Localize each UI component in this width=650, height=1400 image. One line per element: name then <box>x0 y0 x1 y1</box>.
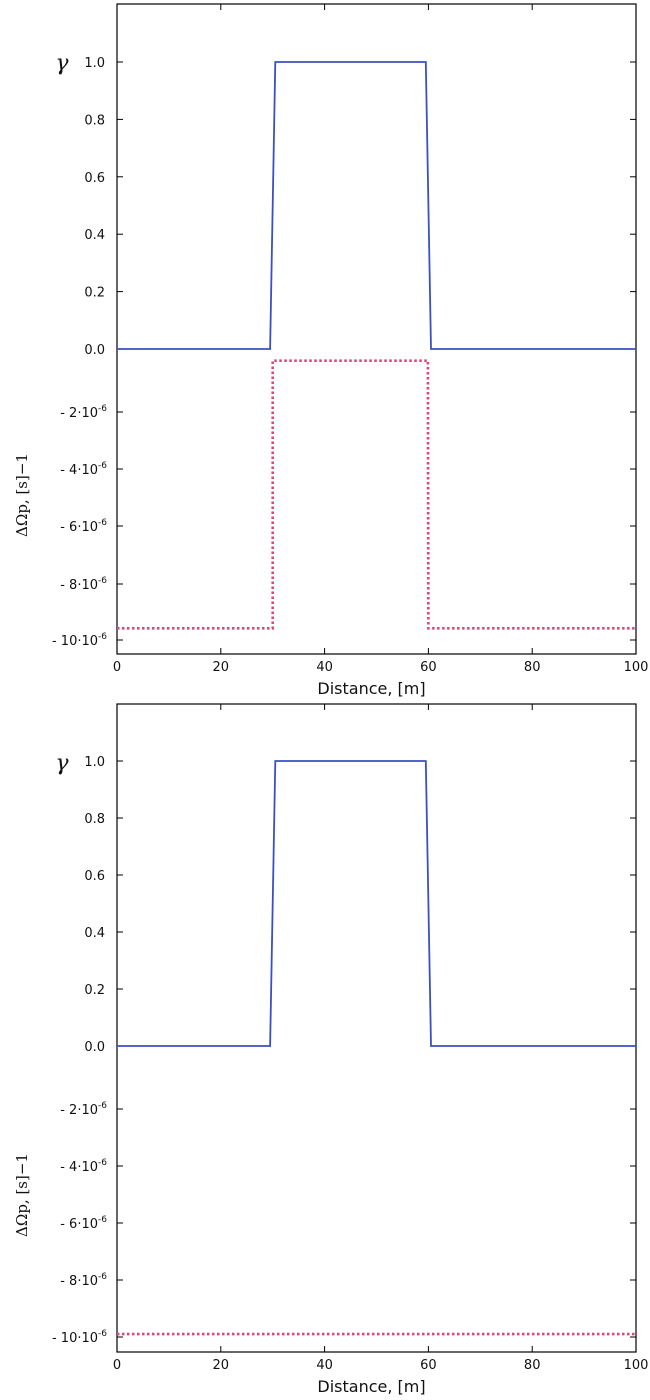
omega-axis-label: ΔΩp, [s]−1 <box>13 1153 31 1237</box>
gamma-tick-label: 0.8 <box>84 812 105 827</box>
omega-tick-label: - 6·10-6 <box>60 1215 107 1232</box>
gamma-tick-label: 0.6 <box>84 869 105 884</box>
x-tick-label: 0 <box>113 1358 121 1373</box>
x-axis-label: Distance, [m] <box>317 679 425 698</box>
plot-frame <box>116 3 637 655</box>
omega-series-line <box>117 359 636 630</box>
x-tick-label: 60 <box>420 1358 437 1373</box>
gamma-tick-label: 0.4 <box>84 926 105 941</box>
omega-tick-label: - 6·10-6 <box>60 518 107 535</box>
x-tick-label: 100 <box>624 1358 649 1373</box>
x-tick-label: 20 <box>213 660 230 675</box>
x-axis-label: Distance, [m] <box>317 1377 425 1396</box>
plot-frame <box>116 703 637 1353</box>
omega-tick-label: - 10·10-6 <box>52 632 107 649</box>
gamma-series-line <box>117 760 636 1047</box>
x-tick-label: 40 <box>316 660 333 675</box>
x-tick-label: 40 <box>316 1358 333 1373</box>
gamma-axis-label: γ <box>55 751 69 776</box>
omega-tick-label: - 4·10-6 <box>60 461 107 478</box>
omega-tick-label: - 8·10-6 <box>60 576 107 593</box>
x-tick-label: 80 <box>524 660 541 675</box>
x-tick-label: 20 <box>213 1358 230 1373</box>
x-tick-label: 60 <box>420 660 437 675</box>
omega-tick-label: - 2·10-6 <box>60 1101 107 1118</box>
chart-panel-2: 0 20 40 60 80 100 Distance, [m] 0.0 0.2 0.4 0.6 0.8… <box>13 703 649 1396</box>
omega-tick-label: - 10·10-6 <box>52 1329 107 1346</box>
gamma-tick-label: 0.2 <box>84 983 105 998</box>
x-tick-label: 0 <box>113 660 121 675</box>
omega-axis-label: ΔΩp, [s]−1 <box>13 453 31 537</box>
chart-panel-1: 0 20 40 60 80 100 Distance, [m] 0.0 0.2 0.4 0.6 0.8… <box>13 3 649 698</box>
omega-tick-label: - 4·10-6 <box>60 1158 107 1175</box>
gamma-tick-label: 0.8 <box>84 113 105 128</box>
gamma-axis-label: γ <box>55 51 69 76</box>
gamma-tick-label: 1.0 <box>84 755 105 770</box>
gamma-series-line <box>117 61 636 350</box>
x-tick-label: 100 <box>624 660 649 675</box>
omega-tick-label: - 2·10-6 <box>60 404 107 421</box>
gamma-tick-label: 0.0 <box>84 1040 105 1055</box>
gamma-tick-label: 0.4 <box>84 228 105 243</box>
gamma-tick-label: 0.6 <box>84 171 105 186</box>
gamma-tick-label: 0.0 <box>84 343 105 358</box>
gamma-tick-label: 0.2 <box>84 286 105 301</box>
omega-tick-label: - 8·10-6 <box>60 1272 107 1289</box>
gamma-tick-label: 1.0 <box>84 56 105 71</box>
x-tick-label: 80 <box>524 1358 541 1373</box>
